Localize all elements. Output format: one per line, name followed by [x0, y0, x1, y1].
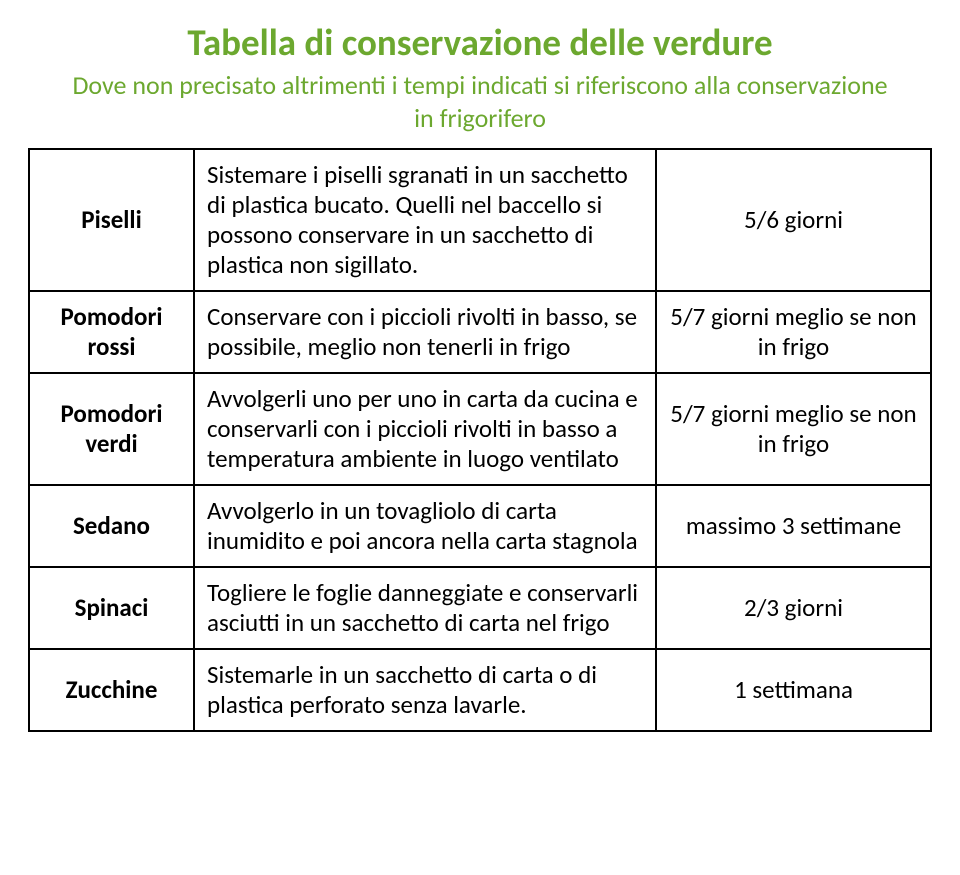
veg-name: Pomodori verdi [29, 373, 194, 485]
table-row: Pomodori verdi Avvolgerli uno per uno in… [29, 373, 931, 485]
veg-method: Avvolgerli uno per uno in carta da cucin… [194, 373, 656, 485]
veg-method: Sistemarle in un sacchetto di carta o di… [194, 649, 656, 731]
veg-duration: 5/7 giorni meglio se non in frigo [656, 291, 931, 373]
veg-method: Sistemare i piselli sgranati in un sacch… [194, 149, 656, 291]
preservation-table: Piselli Sistemare i piselli sgranati in … [28, 148, 932, 732]
veg-method: Togliere le foglie danneggiate e conserv… [194, 567, 656, 649]
table-row: Piselli Sistemare i piselli sgranati in … [29, 149, 931, 291]
veg-duration: 1 settimana [656, 649, 931, 731]
veg-name: Pomodori rossi [29, 291, 194, 373]
veg-name: Spinaci [29, 567, 194, 649]
veg-name: Zucchine [29, 649, 194, 731]
veg-duration: massimo 3 settimane [656, 485, 931, 567]
page: Tabella di conservazione delle verdure D… [0, 0, 960, 875]
veg-duration: 2/3 giorni [656, 567, 931, 649]
table-row: Pomodori rossi Conservare con i piccioli… [29, 291, 931, 373]
veg-method: Conservare con i piccioli rivolti in bas… [194, 291, 656, 373]
table-row: Spinaci Togliere le foglie danneggiate e… [29, 567, 931, 649]
veg-duration: 5/6 giorni [656, 149, 931, 291]
table-row: Sedano Avvolgerlo in un tovagliolo di ca… [29, 485, 931, 567]
veg-duration: 5/7 giorni meglio se non in frigo [656, 373, 931, 485]
veg-name: Sedano [29, 485, 194, 567]
page-title: Tabella di conservazione delle verdure [28, 20, 932, 65]
veg-method: Avvolgerlo in un tovagliolo di carta inu… [194, 485, 656, 567]
veg-name: Piselli [29, 149, 194, 291]
page-subtitle: Dove non precisato altrimenti i tempi in… [70, 69, 890, 134]
table-row: Zucchine Sistemarle in un sacchetto di c… [29, 649, 931, 731]
